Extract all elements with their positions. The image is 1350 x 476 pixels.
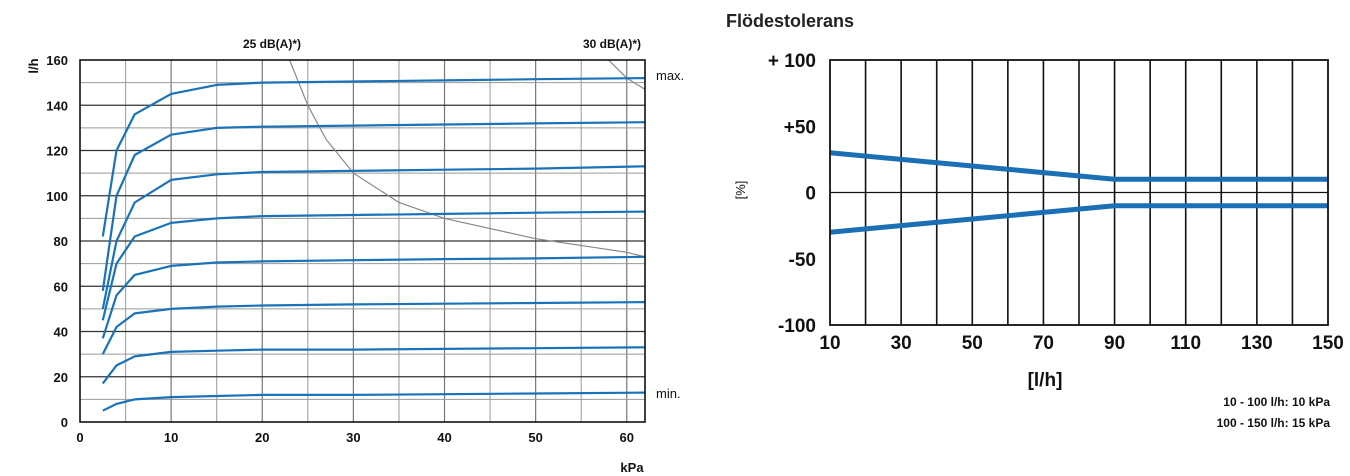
left-y-tick-label: 60: [54, 279, 68, 294]
right-x-tick-label: 70: [1033, 333, 1054, 354]
right-x-tick-label: 10: [819, 333, 840, 354]
right-x-tick-label: 30: [891, 333, 912, 354]
right-y-tick-label: -50: [789, 250, 816, 271]
left-y-tick-label: 80: [54, 234, 68, 249]
flow-curve: [101, 346, 646, 385]
right-y-tick-label: +50: [784, 117, 816, 138]
right-x-tick-label: 150: [1312, 333, 1344, 354]
right-x-ticks: 10 30 50 70 90 110 130 150: [819, 333, 1343, 354]
flow-curve: [101, 255, 646, 339]
right-x-tick-label: 90: [1104, 333, 1125, 354]
left-noise-curves: [289, 59, 646, 258]
right-y-axis-label: [%]: [733, 181, 748, 200]
left-x-tick-label: 10: [164, 430, 178, 445]
right-series: [829, 150, 1328, 235]
right-x-tick-label: 130: [1241, 333, 1273, 354]
left-x-ticks: 0 10 20 30 40 50 60: [76, 430, 634, 445]
pressure-note-2: 100 - 150 l/h: 15 kPa: [1217, 416, 1331, 430]
annotation-30db: 30 dB(A)*): [583, 37, 641, 51]
right-x-tick-label: 110: [1170, 333, 1201, 354]
flow-curve: [101, 301, 646, 355]
right-y-tick-label: + 100: [768, 51, 816, 72]
flow-curve: [101, 121, 646, 291]
left-y-tick-label: 140: [46, 98, 68, 113]
left-x-tick-label: 30: [346, 430, 360, 445]
right-grid: [830, 60, 1328, 325]
left-y-tick-label: 0: [61, 415, 68, 430]
left-plot-frame: [79, 59, 646, 423]
left-series: [101, 77, 646, 412]
flow-curve: [101, 77, 646, 237]
left-x-tick-label: 50: [528, 430, 542, 445]
right-y-tick-label: -100: [778, 316, 816, 337]
left-grid: [80, 60, 645, 422]
left-y-tick-label: 40: [54, 325, 68, 340]
flow-curve: [101, 210, 646, 321]
flow-curve: [101, 165, 646, 310]
max-label: max.: [656, 68, 684, 83]
left-x-tick-label: 40: [437, 430, 451, 445]
flow-curve: [102, 391, 646, 412]
min-label: min.: [656, 386, 681, 401]
left-y-tick-label: 160: [46, 53, 68, 68]
right-x-tick-label: 50: [962, 333, 983, 354]
right-y-tick-label: 0: [805, 184, 816, 205]
flow-tolerance-chart: Flödestolerans 10 30 50 70 90 110 130 150 + 100…: [726, 11, 1344, 430]
right-plot-frame: [829, 59, 1329, 326]
left-y-tick-label: 120: [46, 144, 68, 159]
left-x-tick-label: 20: [255, 430, 269, 445]
left-y-ticks: 0 20 40 60 80 100 120 140 160: [46, 53, 68, 430]
tolerance-band-line: [829, 150, 1328, 182]
tolerance-band-line: [829, 203, 1328, 235]
right-y-ticks: + 100 +50 0 -50 -100: [768, 51, 816, 337]
left-y-tick-label: 20: [54, 370, 68, 385]
pressure-note-1: 10 - 100 l/h: 10 kPa: [1223, 395, 1330, 409]
right-chart-title: Flödestolerans: [726, 11, 854, 31]
left-x-tick-label: 60: [620, 430, 634, 445]
annotation-25db: 25 dB(A)*): [243, 37, 301, 51]
noise-curve: [289, 59, 646, 258]
left-x-tick-label: 0: [76, 430, 83, 445]
left-x-axis-label: kPa: [620, 460, 644, 475]
left-y-axis-label: l/h: [26, 58, 41, 73]
left-y-tick-label: 100: [46, 189, 68, 204]
right-x-axis-label: [l/h]: [1028, 370, 1063, 391]
